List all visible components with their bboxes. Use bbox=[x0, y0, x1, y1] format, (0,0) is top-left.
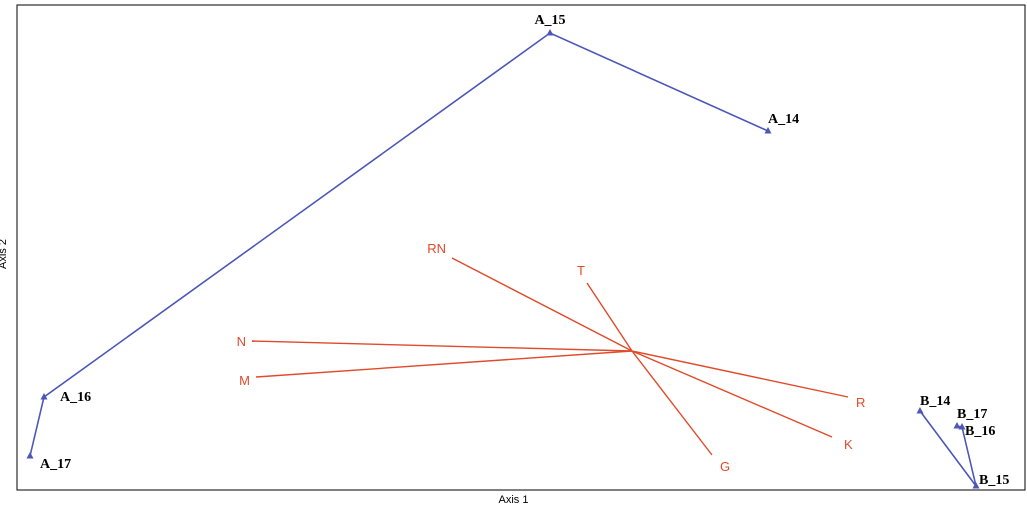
vector-layer bbox=[251, 257, 849, 456]
series-line-a bbox=[29, 32, 769, 457]
point-label-a-17: A_17 bbox=[40, 457, 71, 472]
point-b-14 bbox=[916, 407, 924, 414]
point-label-a-14: A_14 bbox=[768, 112, 799, 127]
vector-g bbox=[631, 350, 713, 456]
point-a-15 bbox=[546, 29, 554, 36]
plot-frame bbox=[16, 4, 1026, 491]
series-layer bbox=[26, 29, 980, 489]
point-label-b-16: B_16 bbox=[965, 424, 995, 439]
label-layer: RN T N M R K G A_17 A_16 A_15 A_14 B_14 B_15 B_16 B_17 bbox=[40, 13, 1009, 488]
point-label-b-15: B_15 bbox=[979, 473, 1009, 488]
vector-rn bbox=[451, 257, 633, 352]
point-b-15 bbox=[972, 482, 980, 489]
point-label-b-17: B_17 bbox=[957, 407, 987, 422]
point-b-17 bbox=[953, 422, 961, 429]
vector-label-g: G bbox=[720, 459, 730, 474]
point-a-17 bbox=[26, 452, 34, 459]
y-axis-title: Axis 2 bbox=[0, 239, 9, 269]
vector-n bbox=[251, 340, 633, 352]
vector-t bbox=[586, 282, 633, 352]
point-a-16 bbox=[40, 393, 48, 400]
vector-label-rn: RN bbox=[427, 241, 446, 256]
point-b-16 bbox=[958, 423, 966, 430]
x-axis-title: Axis 1 bbox=[498, 494, 529, 506]
point-label-a-15: A_15 bbox=[534, 13, 565, 28]
vector-label-r: R bbox=[856, 395, 865, 410]
series-line-b bbox=[919, 410, 977, 487]
point-label-a-16: A_16 bbox=[60, 390, 91, 405]
point-a-14 bbox=[764, 127, 772, 134]
vector-label-n: N bbox=[237, 334, 246, 349]
vector-k bbox=[631, 350, 833, 438]
point-label-b-14: B_14 bbox=[920, 394, 950, 409]
vector-m bbox=[255, 350, 633, 378]
vector-r bbox=[631, 350, 849, 398]
vector-label-k: K bbox=[844, 437, 853, 452]
vector-label-t: T bbox=[577, 263, 585, 278]
vector-label-m: M bbox=[239, 373, 250, 388]
